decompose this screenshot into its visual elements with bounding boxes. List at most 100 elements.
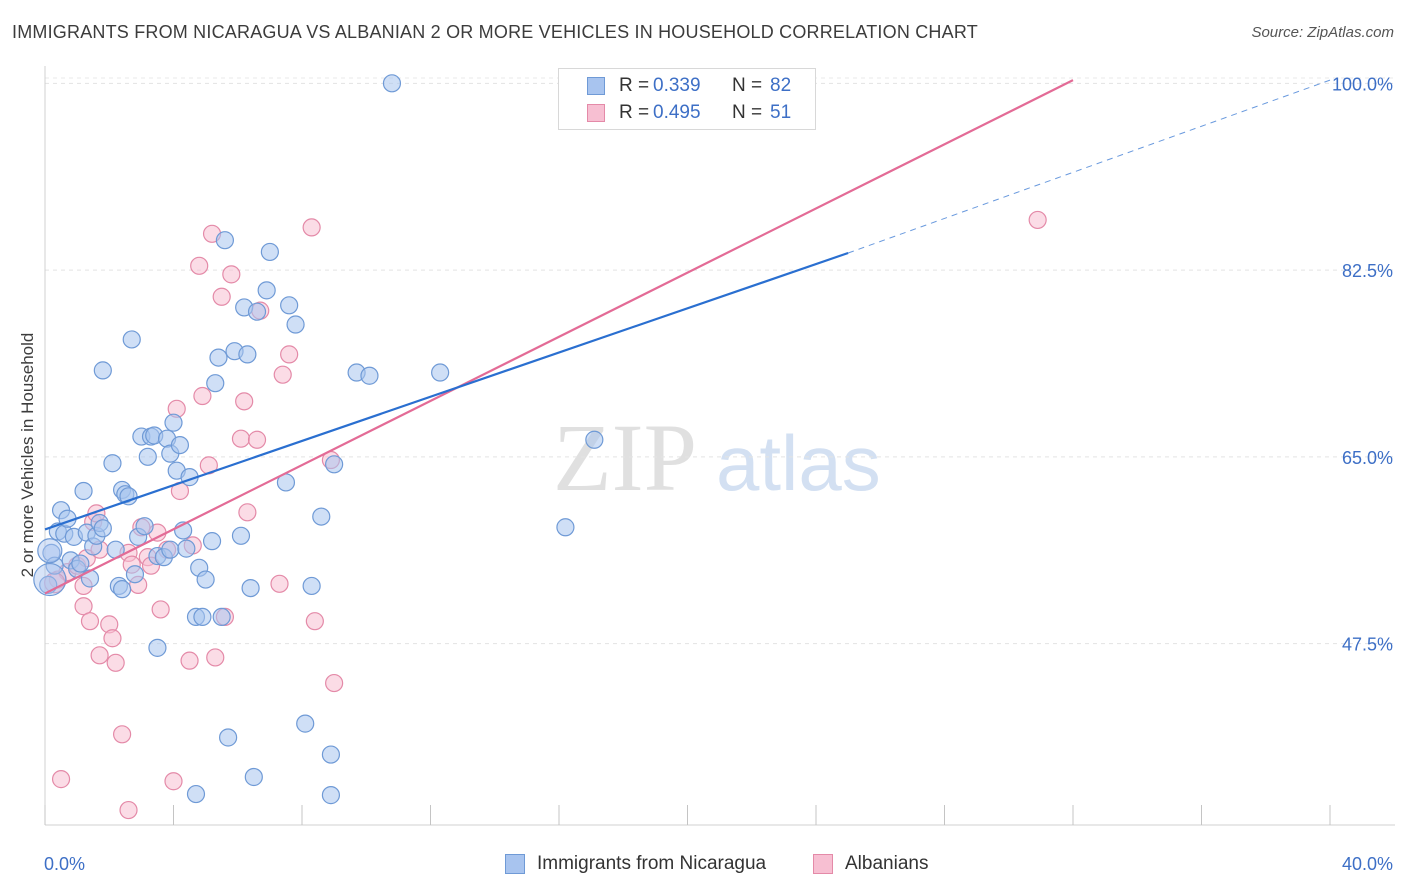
n-value-albanians: 51 xyxy=(770,102,792,123)
legend-label-albanians: Albanians xyxy=(845,853,929,874)
albanians-point xyxy=(103,629,122,648)
albanians-point xyxy=(190,256,209,275)
nicaragua-point xyxy=(161,540,180,559)
albanians-point xyxy=(247,430,267,449)
albanians-point xyxy=(164,772,183,791)
legend-swatch-nicaragua xyxy=(505,854,525,874)
albanians-point xyxy=(151,600,170,619)
nicaragua-point xyxy=(74,481,93,501)
nicaragua-trend-extension xyxy=(847,79,1331,254)
nicaragua-point xyxy=(244,767,263,787)
nicaragua-point xyxy=(312,507,331,526)
y-tick-label: 47.5% xyxy=(1342,635,1393,655)
y-tick-label: 65.0% xyxy=(1342,448,1393,468)
n-label: N = xyxy=(732,102,763,123)
nicaragua-trend-line xyxy=(44,251,849,531)
nicaragua-point xyxy=(219,728,238,747)
nicaragua-point xyxy=(556,518,575,537)
albanians-point xyxy=(51,770,71,789)
albanians-point xyxy=(280,345,299,364)
nicaragua-point xyxy=(241,578,260,598)
albanians-point xyxy=(305,612,324,631)
nicaragua-point xyxy=(206,374,225,393)
legend-swatch-albanians xyxy=(587,104,605,122)
r-value-nicaragua: 0.339 xyxy=(653,75,701,96)
albanians-point xyxy=(206,648,225,667)
y-tick-label: 82.5% xyxy=(1342,261,1393,281)
n-value-nicaragua: 82 xyxy=(770,75,792,96)
nicaragua-point xyxy=(209,348,228,367)
nicaragua-point xyxy=(148,638,167,657)
stats-legend: R = 0.339 N = 82 R = 0.495 N = 51 xyxy=(558,68,816,130)
nicaragua-point xyxy=(164,413,183,432)
albanians-point xyxy=(80,612,100,631)
r-label: R = xyxy=(619,102,650,123)
nicaragua-point xyxy=(93,519,112,538)
nicaragua-point xyxy=(186,784,206,804)
albanians-point xyxy=(238,503,257,522)
trend-lines xyxy=(44,79,1331,595)
nicaragua-point xyxy=(585,430,604,449)
albanians-point xyxy=(106,653,125,672)
r-value-albanians: 0.495 xyxy=(653,102,701,123)
nicaragua-point xyxy=(286,315,305,334)
nicaragua-point xyxy=(112,580,132,599)
albanians-point xyxy=(180,651,199,670)
nicaragua-point xyxy=(260,242,279,262)
watermark-atlas: atlas xyxy=(716,419,881,507)
nicaragua-point xyxy=(119,487,138,506)
nicaragua-point xyxy=(212,607,231,627)
albanians-point xyxy=(231,429,251,448)
nicaragua-point xyxy=(257,281,276,300)
nicaragua-point xyxy=(280,296,299,315)
nicaragua-cluster-point xyxy=(37,538,63,564)
albanians-point xyxy=(270,574,289,593)
albanians-point xyxy=(222,265,241,284)
nicaragua-point xyxy=(238,345,257,364)
nicaragua-point xyxy=(122,330,141,349)
albanians-point xyxy=(273,365,292,384)
nicaragua-point xyxy=(202,532,222,551)
nicaragua-point xyxy=(193,607,212,627)
watermark-zip: ZIP xyxy=(553,404,697,511)
tick-labels: 47.5% 65.0% 82.5% 100.0% 0.0% 40.0% xyxy=(44,74,1393,874)
nicaragua-point xyxy=(177,539,196,558)
nicaragua-point xyxy=(325,455,344,474)
nicaragua-point xyxy=(360,366,379,385)
nicaragua-point xyxy=(93,361,112,380)
nicaragua-point xyxy=(45,556,64,575)
albanians-point xyxy=(1028,210,1047,230)
nicaragua-point xyxy=(135,517,154,536)
nicaragua-point xyxy=(103,454,122,473)
y-tick-label: 100.0% xyxy=(1332,74,1393,94)
chart-title: IMMIGRANTS FROM NICARAGUA VS ALBANIAN 2 … xyxy=(12,22,978,42)
axes xyxy=(44,66,1395,826)
nicaragua-point xyxy=(247,302,267,321)
nicaragua-point xyxy=(302,576,321,596)
nicaragua-point xyxy=(215,231,234,250)
nicaragua-point xyxy=(231,526,251,545)
x-tick-label: 0.0% xyxy=(44,854,85,874)
nicaragua-point xyxy=(296,714,315,733)
albanians-trend-line xyxy=(44,79,1074,595)
albanians-point xyxy=(119,800,138,820)
albanians-point xyxy=(325,673,344,693)
nicaragua-point xyxy=(170,435,190,455)
nicaragua-point xyxy=(125,565,145,584)
nicaragua-point xyxy=(71,554,90,573)
albanians-point xyxy=(112,725,132,744)
legend-swatch-albanians xyxy=(813,854,833,874)
nicaragua-point xyxy=(138,447,157,466)
watermark: ZIP atlas xyxy=(553,404,881,511)
albanians-point xyxy=(302,218,321,237)
albanians-point xyxy=(90,646,109,665)
r-label: R = xyxy=(619,75,650,96)
source-label: Source: ZipAtlas.com xyxy=(1251,24,1394,41)
nicaragua-point xyxy=(321,745,341,764)
y-axis-label: 2 or more Vehicles in Household xyxy=(18,332,37,578)
legend-swatch-nicaragua xyxy=(587,77,605,95)
nicaragua-point xyxy=(80,569,100,588)
legend-label-nicaragua: Immigrants from Nicaragua xyxy=(537,853,767,874)
nicaragua-point xyxy=(321,786,341,805)
